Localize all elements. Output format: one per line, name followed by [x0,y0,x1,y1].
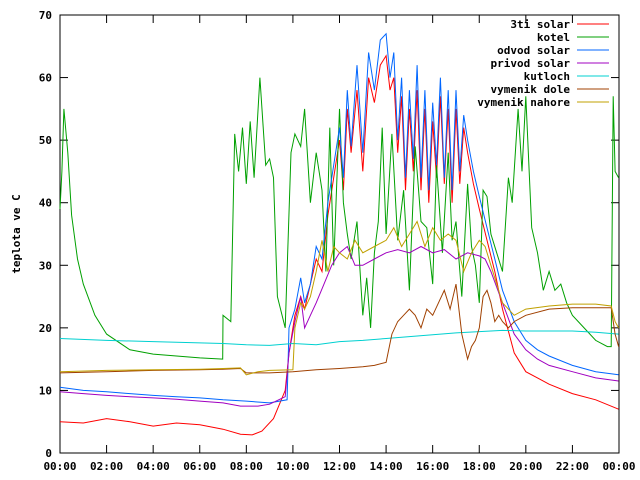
y-tick-label: 10 [39,384,52,397]
y-tick-label: 50 [39,134,52,147]
y-tick-label: 70 [39,9,52,22]
legend-label: kotel [537,31,570,44]
series-line-1 [59,77,620,360]
y-tick-label: 0 [45,447,52,460]
legend-label: kutloch [524,70,570,83]
series-line-5 [59,283,620,374]
x-tick-label: 16:00 [416,460,449,473]
x-tick-label: 14:00 [370,460,403,473]
series-line-3 [59,245,619,407]
y-axis-label: teplota ve C [10,194,23,273]
y-tick-label: 20 [39,322,52,335]
legend-label: vymenik dole [491,83,571,96]
legend-label: odvod solar [497,44,570,57]
y-tick-label: 30 [39,259,52,272]
x-tick-label: 12:00 [323,460,356,473]
series-line-0 [59,54,619,436]
x-axis: 00:00 02:00 04:00 06:00 08:00 10:00 12:00 14:00… [43,15,636,473]
x-tick-label: 08:00 [230,460,263,473]
legend-label: 3ti solar [510,18,570,31]
x-tick-label: 22:00 [556,460,589,473]
legend-label: privod solar [491,57,571,70]
y-tick-label: 60 [39,72,52,85]
y-tick-label: 40 [39,197,52,210]
legend-label: vymenik nahore [477,96,570,109]
x-tick-label: 20:00 [509,460,542,473]
x-tick-label: 04:00 [137,460,170,473]
x-tick-label: 00:00 [602,460,635,473]
series-line-4 [59,329,619,346]
x-tick-label: 10:00 [276,460,309,473]
series-line-2 [59,32,619,404]
x-tick-label: 06:00 [183,460,216,473]
x-tick-label: 00:00 [43,460,76,473]
x-tick-label: 02:00 [90,460,123,473]
y-axis: 0 10 20 30 40 50 60 70 [39,9,619,460]
x-tick-label: 18:00 [463,460,496,473]
series-line-6 [59,220,620,376]
series-lines [59,32,620,436]
